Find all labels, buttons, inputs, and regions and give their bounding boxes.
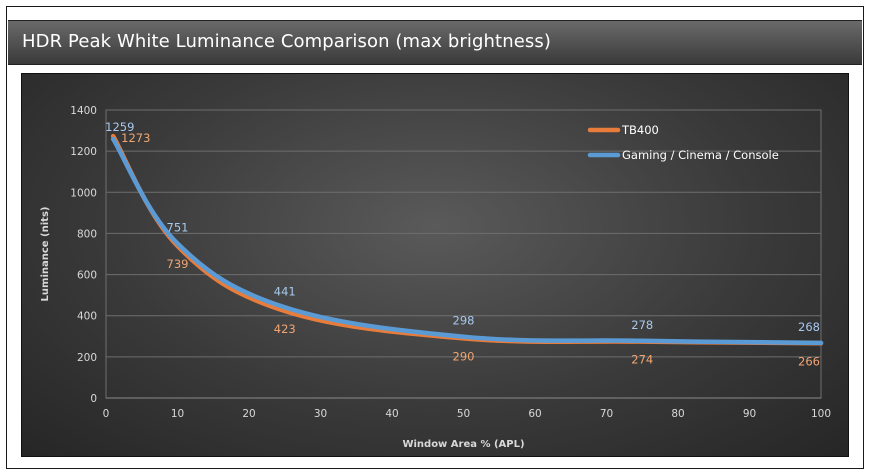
x-tick-label: 70 — [600, 408, 613, 420]
x-tick-label: 40 — [385, 408, 398, 420]
x-tick-label: 20 — [242, 408, 255, 420]
y-tick-label: 1200 — [70, 146, 97, 158]
y-tick-label: 1000 — [70, 187, 97, 199]
data-label-gaming: 1259 — [105, 120, 134, 134]
data-label-gaming: 278 — [631, 318, 653, 332]
x-tick-label: 0 — [103, 408, 110, 420]
line-chart: 0 200 400 600 800 1000 1200 1400 0 10 20 30 40 50 60 70… — [40, 105, 831, 450]
data-point-gaming — [175, 241, 180, 246]
chart-title: HDR Peak White Luminance Comparison (max… — [22, 31, 551, 52]
chart-frame: HDR Peak White Luminance Comparison (max… — [6, 6, 864, 469]
x-tick-label: 10 — [171, 408, 184, 420]
x-axis-title: Window Area % (APL) — [402, 439, 524, 450]
data-point-gaming — [640, 338, 645, 343]
x-tick-label: 50 — [457, 408, 470, 420]
data-label-tb400: 290 — [453, 349, 475, 363]
data-point-gaming — [111, 137, 116, 142]
y-tick-label: 800 — [77, 228, 97, 240]
data-point-gaming — [461, 334, 466, 339]
legend-label-gaming: Gaming / Cinema / Console — [622, 148, 779, 162]
series-line-gaming — [110, 136, 824, 346]
x-tick-label: 100 — [811, 408, 831, 420]
y-tick-label: 600 — [77, 270, 97, 282]
title-bar: HDR Peak White Luminance Comparison (max… — [8, 20, 862, 65]
data-label-gaming: 441 — [274, 284, 296, 298]
data-label-tb400: 1273 — [121, 131, 150, 145]
y-axis-title: Luminance (nits) — [40, 207, 51, 302]
data-point-gaming — [282, 305, 287, 310]
x-tick-label: 80 — [671, 408, 684, 420]
data-label-gaming: 298 — [453, 314, 475, 328]
series-line-tb400 — [110, 133, 824, 346]
data-point-gaming — [819, 340, 824, 345]
y-tick-label: 1400 — [70, 105, 97, 117]
x-tick-label: 90 — [743, 408, 756, 420]
legend-label-tb400: TB400 — [621, 123, 659, 137]
data-label-tb400: 266 — [798, 354, 820, 368]
y-tick-label: 0 — [90, 393, 97, 405]
x-tick-label: 30 — [314, 408, 327, 420]
data-label-gaming: 751 — [167, 221, 189, 235]
data-label-gaming: 268 — [798, 320, 820, 334]
x-tick-label: 60 — [528, 408, 541, 420]
data-label-tb400: 739 — [167, 257, 189, 271]
y-tick-label: 200 — [77, 352, 97, 364]
data-label-tb400: 423 — [274, 322, 296, 336]
chart-panel: 0 200 400 600 800 1000 1200 1400 0 10 20 30 40 50 60 70… — [21, 73, 849, 457]
y-tick-label: 400 — [77, 311, 97, 323]
data-label-tb400: 274 — [631, 353, 653, 367]
